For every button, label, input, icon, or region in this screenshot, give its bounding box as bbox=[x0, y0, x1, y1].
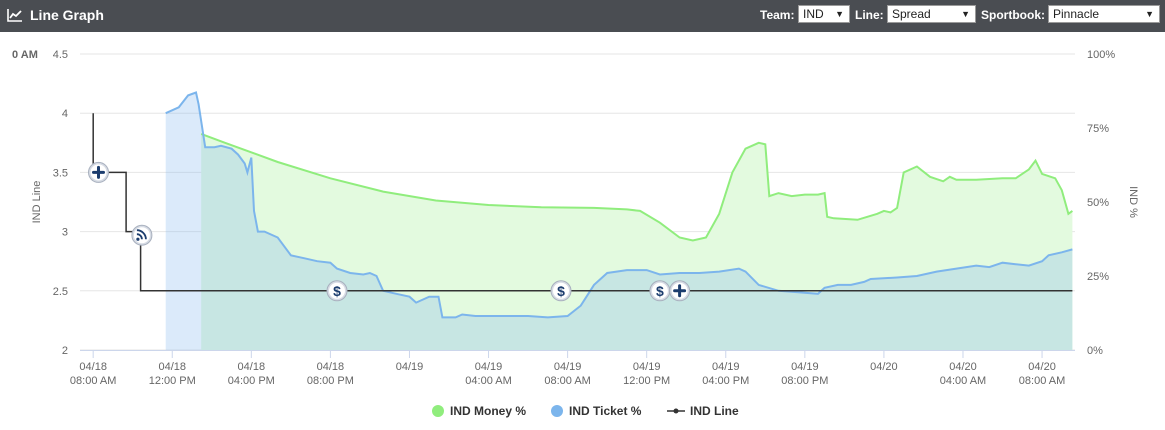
series-areas bbox=[165, 92, 1073, 350]
dollar-icon: $ bbox=[333, 283, 341, 299]
sportsbook-label: Sportbook: bbox=[981, 8, 1045, 22]
x-tick-time: 08:00 AM bbox=[544, 375, 590, 387]
rss-icon bbox=[136, 229, 147, 241]
rss-marker bbox=[131, 224, 153, 246]
marker-inner bbox=[553, 282, 569, 299]
y-right-tick-label: 0% bbox=[1087, 345, 1103, 357]
chart-header: Line Graph Team: IND ▼ Line: Spread ▼ Sp… bbox=[0, 0, 1165, 32]
legend-ticket-label: IND Ticket % bbox=[569, 404, 642, 418]
x-tick-date: 04/18 bbox=[317, 361, 345, 373]
x-tick-date: 04/19 bbox=[633, 361, 661, 373]
sportsbook-select-value: Pinnacle bbox=[1053, 7, 1100, 21]
y-left-tick-label: 3 bbox=[62, 227, 68, 239]
x-tick-date: 04/20 bbox=[949, 361, 977, 373]
x-tick-time: 12:00 PM bbox=[623, 375, 670, 387]
x-tick-time: 08:00 AM bbox=[70, 375, 116, 387]
team-label: Team: bbox=[760, 8, 795, 22]
legend-item-ticket[interactable]: IND Ticket % bbox=[551, 404, 641, 418]
legend-money-label: IND Money % bbox=[450, 404, 527, 418]
x-tick-time: 04:00 PM bbox=[228, 375, 275, 387]
line-select-value: Spread bbox=[892, 7, 931, 21]
x-tick-time: 04:00 PM bbox=[702, 375, 749, 387]
rss-dot bbox=[136, 237, 140, 241]
sportsbook-select[interactable]: Pinnacle ▼ bbox=[1048, 5, 1160, 23]
x-tick-date: 04/20 bbox=[1028, 361, 1056, 373]
chart-title: Line Graph bbox=[30, 7, 104, 23]
x-tick-time: 12:00 PM bbox=[149, 375, 196, 387]
y-left-axis-label: IND Line bbox=[31, 181, 43, 224]
line-chart: $ $ $ 2 2.5 3 3.5 4 4.5 0% 25% 50% 75% 100% 0 AM IND L… bbox=[12, 49, 1139, 387]
y-left-tick-label: 4.5 bbox=[53, 49, 68, 61]
legend-money-swatch bbox=[432, 405, 444, 417]
y-right-tick-label: 100% bbox=[1087, 49, 1115, 61]
x-tick-date: 04/19 bbox=[712, 361, 740, 373]
x-tick-date: 04/18 bbox=[238, 361, 266, 373]
x-tick-date: 04/19 bbox=[791, 361, 819, 373]
x-tick-date: 04/19 bbox=[475, 361, 503, 373]
plus-icon bbox=[92, 165, 105, 179]
x-tick-date: 04/19 bbox=[396, 361, 424, 373]
dollar-icon: $ bbox=[557, 283, 565, 299]
line-chart-icon bbox=[7, 9, 22, 22]
dollar-marker: $ bbox=[326, 280, 348, 302]
legend-item-line[interactable]: IND Line bbox=[666, 404, 739, 418]
y-right-axis-label: IND % bbox=[1127, 186, 1139, 218]
marker-inner bbox=[329, 282, 345, 299]
team-select[interactable]: IND ▼ bbox=[798, 5, 850, 23]
chevron-down-icon: ▼ bbox=[961, 9, 970, 19]
x-tick-time: 04:00 AM bbox=[940, 375, 986, 387]
rss-arc bbox=[136, 229, 147, 240]
plus-marker bbox=[88, 161, 109, 183]
y-left-tick-label: 4 bbox=[62, 108, 68, 120]
corner-label: 0 AM bbox=[12, 49, 38, 61]
axes: 2 2.5 3 3.5 4 4.5 0% 25% 50% 75% 100% 0 AM IND Line I… bbox=[12, 49, 1139, 387]
dollar-marker: $ bbox=[649, 280, 671, 302]
dollar-marker: $ bbox=[550, 280, 572, 302]
x-tick-time: 08:00 PM bbox=[781, 375, 828, 387]
line-select[interactable]: Spread ▼ bbox=[887, 5, 976, 23]
dollar-icon: $ bbox=[656, 283, 664, 299]
y-right-tick-label: 50% bbox=[1087, 197, 1109, 209]
y-right-tick-label: 75% bbox=[1087, 123, 1109, 135]
title-group: Line Graph bbox=[7, 7, 104, 23]
plus-marker bbox=[669, 280, 691, 302]
plus-icon bbox=[673, 284, 687, 298]
y-left-tick-label: 3.5 bbox=[53, 167, 68, 179]
line-label: Line: bbox=[855, 8, 884, 22]
ticket-series-line bbox=[165, 91, 1073, 319]
event-markers: $ $ $ bbox=[88, 161, 691, 302]
y-left-tick-label: 2.5 bbox=[53, 286, 68, 298]
marker-inner bbox=[133, 227, 150, 244]
team-select-value: IND bbox=[803, 7, 824, 21]
legend-line-swatch bbox=[667, 408, 685, 414]
chevron-down-icon: ▼ bbox=[835, 9, 844, 19]
chevron-down-icon: ▼ bbox=[1145, 9, 1154, 19]
y-right-tick-label: 25% bbox=[1087, 271, 1109, 283]
legend-ticket-swatch bbox=[551, 405, 563, 417]
legend: IND Money % IND Ticket % IND Line bbox=[0, 404, 1165, 424]
x-tick-time: 08:00 PM bbox=[307, 375, 354, 387]
marker-inner bbox=[651, 282, 668, 299]
rss-arc bbox=[136, 233, 143, 240]
x-tick-date: 04/19 bbox=[554, 361, 582, 373]
money-area bbox=[201, 133, 1073, 350]
legend-line-label: IND Line bbox=[690, 404, 739, 418]
money-series-line bbox=[200, 132, 1073, 242]
y-left-tick-label: 2 bbox=[62, 345, 68, 357]
x-tick-time: 08:00 AM bbox=[1019, 375, 1065, 387]
x-tick-date: 04/18 bbox=[79, 361, 107, 373]
legend-item-money[interactable]: IND Money % bbox=[432, 404, 526, 418]
x-tick-time: 04:00 AM bbox=[465, 375, 511, 387]
x-tick-date: 04/18 bbox=[158, 361, 186, 373]
x-tick-date: 04/20 bbox=[870, 361, 898, 373]
